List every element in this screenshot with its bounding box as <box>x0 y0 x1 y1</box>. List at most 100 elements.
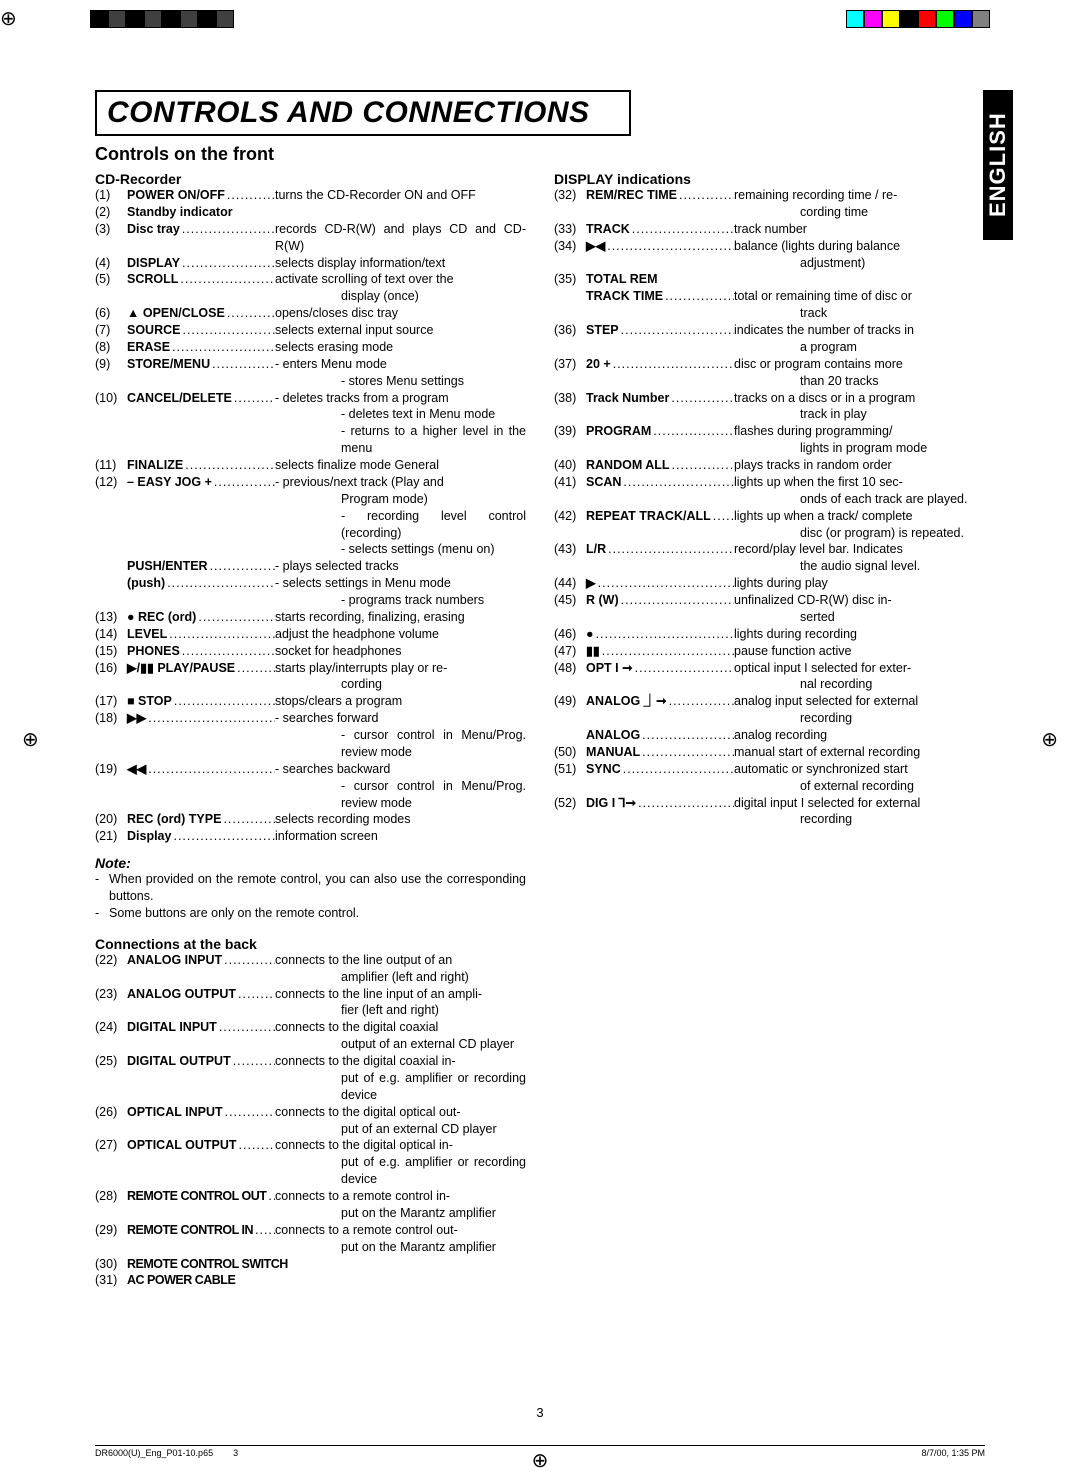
item-number: (4) <box>95 255 127 272</box>
item-label: SOURCE <box>127 322 180 339</box>
item-continuation: amplifier (left and right) <box>127 969 526 986</box>
color-swatch <box>162 10 180 28</box>
item-number: (47) <box>554 643 586 660</box>
item-label: REC (ord) TYPE <box>127 811 221 828</box>
item-description: records CD-R(W) and plays CD and CD-R(W) <box>275 221 526 255</box>
item-number: (9) <box>95 356 127 373</box>
item-description: manual start of external recording <box>734 744 985 761</box>
definition-item: (21)Display ............................… <box>95 828 526 845</box>
definition-item: (38)Track Number .......................… <box>554 390 985 407</box>
item-label: CANCEL/DELETE <box>127 390 232 407</box>
item-description: connects to the digital optical out- <box>275 1104 526 1121</box>
item-description: track in play <box>800 406 985 423</box>
item-continuation: recording <box>586 710 985 727</box>
definition-item: (push) .................................… <box>95 575 526 592</box>
note-heading: Note: <box>95 855 526 871</box>
item-number: (1) <box>95 187 127 204</box>
leader-dots: ........................................ <box>167 626 275 643</box>
footer: DR6000(U)_Eng_P01-10.p65 3 8/7/00, 1:35 … <box>95 1445 985 1458</box>
note-item: -Some buttons are only on the remote con… <box>95 905 526 922</box>
item-label: ■ STOP <box>127 693 172 710</box>
item-continuation: cording <box>127 676 526 693</box>
color-swatch <box>882 10 900 28</box>
swatches-right <box>846 10 990 28</box>
definition-item: (33)TRACK ..............................… <box>554 221 985 238</box>
definition-item: (1)POWER ON/OFF ........................… <box>95 187 526 204</box>
item-description: recording <box>800 710 985 727</box>
page-number: 3 <box>536 1405 543 1420</box>
definition-item: (12)– EASY JOG + .......................… <box>95 474 526 491</box>
item-description: track number <box>734 221 985 238</box>
language-tab: ENGLISH <box>983 90 1013 240</box>
item-description: information screen <box>275 828 526 845</box>
definition-item: (24)DIGITAL INPUT ......................… <box>95 1019 526 1036</box>
leader-dots: ........................................ <box>196 609 275 626</box>
bullet-icon: - <box>95 905 109 922</box>
item-number: (10) <box>95 390 127 407</box>
definition-item: (5)SCROLL ..............................… <box>95 271 526 288</box>
item-label: (push) <box>127 575 165 592</box>
item-description: connects to the digital coaxial in- <box>275 1053 526 1070</box>
item-number: (31) <box>95 1272 127 1289</box>
definition-item: TRACK TIME .............................… <box>554 288 985 305</box>
leader-dots: ........................................ <box>221 811 275 828</box>
item-description: lights up when the first 10 sec- <box>734 474 985 491</box>
item-label: L/R <box>586 541 606 558</box>
item-number: (32) <box>554 187 586 204</box>
item-description: - searches forward <box>275 710 526 727</box>
left-column: CD-Recorder (1)POWER ON/OFF ............… <box>95 167 526 1289</box>
item-continuation: put on the Marantz amplifier <box>127 1239 526 1256</box>
item-number: (34) <box>554 238 586 255</box>
leader-dots: ........................................ <box>183 457 275 474</box>
definition-item: (27)OPTICAL OUTPUT .....................… <box>95 1137 526 1154</box>
item-label: POWER ON/OFF <box>127 187 225 204</box>
item-label: OPT I ➞ <box>586 660 633 677</box>
color-swatch <box>972 10 990 28</box>
item-label: ● REC (ord) <box>127 609 196 626</box>
leader-dots: ........................................ <box>636 795 734 812</box>
item-number: (45) <box>554 592 586 609</box>
item-number: (50) <box>554 744 586 761</box>
leader-dots: ........................................ <box>180 643 275 660</box>
definition-item: (48)OPT I ➞ ............................… <box>554 660 985 677</box>
item-description: indicates the number of tracks in <box>734 322 985 339</box>
item-description: selects display information/text <box>275 255 526 272</box>
definition-item: (15)PHONES .............................… <box>95 643 526 660</box>
item-number: (22) <box>95 952 127 969</box>
leader-dots: ........................................ <box>677 187 734 204</box>
definition-item: (23)ANALOG OUTPUT ......................… <box>95 986 526 1003</box>
heading-display-indications: DISPLAY indications <box>554 171 985 187</box>
color-swatch <box>90 10 108 28</box>
item-number: (39) <box>554 423 586 440</box>
definition-item: (19)◀◀ .................................… <box>95 761 526 778</box>
item-number: (43) <box>554 541 586 558</box>
leader-dots: ........................................ <box>621 761 734 778</box>
item-continuation: lights in program mode <box>586 440 985 457</box>
item-description: digital input I selected for external <box>734 795 985 812</box>
item-description: put on the Marantz amplifier <box>341 1239 526 1256</box>
item-label: DIGITAL OUTPUT <box>127 1053 231 1070</box>
item-description: activate scrolling of text over the <box>275 271 526 288</box>
definition-item: (14)LEVEL ..............................… <box>95 626 526 643</box>
definition-item: (40)RANDOM ALL .........................… <box>554 457 985 474</box>
leader-dots: ........................................ <box>237 1137 276 1154</box>
leader-dots: ........................................ <box>235 660 275 677</box>
color-swatch <box>954 10 972 28</box>
item-number: (46) <box>554 626 586 643</box>
item-description: put of e.g. amplifier or recording devic… <box>341 1070 526 1104</box>
definition-item: (6)▲ OPEN/CLOSE ........................… <box>95 305 526 322</box>
item-description: lights during play <box>734 575 985 592</box>
item-label: TRACK TIME <box>586 288 663 305</box>
color-swatch <box>864 10 882 28</box>
leader-dots: ........................................ <box>165 575 275 592</box>
item-label: ANALOG OUTPUT <box>127 986 236 1003</box>
leader-dots: ........................................ <box>621 474 734 491</box>
leader-dots: ........................................ <box>670 457 734 474</box>
footer-stamp: 8/7/00, 1:35 PM <box>921 1448 985 1458</box>
item-description: Program mode) <box>341 491 526 508</box>
item-number: (16) <box>95 660 127 677</box>
item-continuation: - recording level control (recording) <box>127 508 526 542</box>
item-continuation: - stores Menu settings <box>127 373 526 390</box>
definition-item: (16)▶/▮▮ PLAY/PAUSE ....................… <box>95 660 526 677</box>
item-description: connects to the line input of an ampli- <box>275 986 526 1003</box>
